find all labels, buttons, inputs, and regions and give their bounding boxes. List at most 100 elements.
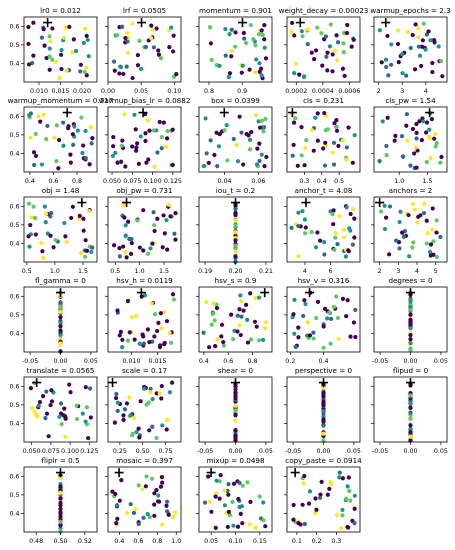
data-point bbox=[39, 240, 44, 246]
data-point bbox=[156, 48, 161, 53]
data-point bbox=[83, 26, 88, 31]
data-point bbox=[346, 125, 351, 130]
data-point bbox=[26, 234, 31, 239]
data-point bbox=[322, 306, 328, 311]
data-point bbox=[134, 148, 139, 153]
x-tick-label: 0.125 bbox=[80, 448, 98, 455]
data-point bbox=[48, 233, 53, 238]
data-point bbox=[138, 134, 143, 139]
subplot-title: lr0 = 0.012 bbox=[40, 6, 81, 15]
subplot-title: cls = 0.231 bbox=[303, 96, 344, 105]
data-point bbox=[427, 249, 433, 255]
data-point bbox=[249, 130, 254, 135]
data-point bbox=[233, 412, 238, 417]
data-point bbox=[257, 494, 262, 499]
data-point bbox=[131, 510, 137, 516]
data-point bbox=[155, 499, 161, 504]
data-point bbox=[334, 128, 340, 133]
data-point bbox=[231, 523, 236, 528]
data-point bbox=[252, 70, 258, 75]
data-point bbox=[413, 22, 418, 27]
data-point bbox=[121, 413, 126, 418]
data-point bbox=[162, 340, 167, 346]
data-point bbox=[408, 333, 413, 338]
data-point bbox=[333, 235, 338, 240]
data-point bbox=[322, 110, 327, 116]
data-point bbox=[239, 504, 245, 509]
data-point bbox=[173, 211, 178, 216]
data-point bbox=[248, 499, 253, 504]
data-point bbox=[223, 27, 228, 32]
x-tick-label: -0.05 bbox=[22, 358, 38, 365]
data-point bbox=[408, 163, 413, 168]
data-point bbox=[78, 62, 83, 67]
y-tick-label: 0.4 bbox=[9, 331, 19, 338]
data-point bbox=[398, 209, 403, 214]
data-point bbox=[115, 33, 120, 38]
data-point bbox=[292, 70, 297, 76]
data-point bbox=[115, 160, 120, 165]
data-point bbox=[71, 37, 76, 42]
data-point bbox=[119, 143, 125, 148]
x-tick-label: 1.0 bbox=[50, 268, 60, 275]
data-point bbox=[132, 337, 137, 342]
data-point bbox=[84, 33, 89, 38]
data-point bbox=[151, 210, 156, 215]
x-tick-label: 5 bbox=[434, 268, 438, 275]
data-point bbox=[299, 29, 304, 34]
data-point bbox=[296, 254, 301, 259]
data-point bbox=[89, 141, 94, 146]
x-tick-label: 0.8 bbox=[72, 178, 82, 185]
data-point bbox=[222, 488, 227, 493]
x-tick-label: 1.0 bbox=[171, 538, 181, 545]
data-point bbox=[335, 512, 340, 518]
data-point bbox=[240, 63, 245, 68]
data-point bbox=[48, 214, 53, 219]
data-point bbox=[67, 382, 72, 387]
data-point bbox=[144, 474, 149, 479]
data-point bbox=[408, 416, 413, 422]
data-point bbox=[331, 162, 337, 167]
data-point bbox=[423, 130, 429, 135]
x-tick-label: 0.4 bbox=[25, 178, 35, 185]
data-point bbox=[343, 254, 348, 259]
data-point bbox=[257, 69, 262, 74]
data-point bbox=[152, 164, 157, 169]
data-point bbox=[129, 240, 134, 246]
data-point bbox=[72, 124, 77, 129]
data-point bbox=[401, 154, 406, 159]
data-point bbox=[238, 511, 243, 516]
data-point bbox=[438, 160, 443, 165]
data-point bbox=[56, 166, 61, 171]
data-point bbox=[124, 401, 130, 406]
data-point bbox=[84, 248, 90, 253]
data-point bbox=[128, 502, 133, 507]
data-point bbox=[235, 329, 240, 334]
x-tick-label: -0.05 bbox=[285, 448, 301, 455]
data-point bbox=[27, 244, 32, 249]
data-point bbox=[80, 150, 85, 156]
subplot-title: perspective = 0 bbox=[295, 366, 353, 375]
data-point bbox=[208, 41, 213, 46]
data-point bbox=[117, 71, 122, 76]
data-point bbox=[59, 66, 64, 72]
data-point bbox=[262, 164, 267, 169]
data-point bbox=[241, 308, 246, 313]
data-point bbox=[221, 343, 226, 348]
axes-frame bbox=[286, 16, 361, 83]
data-point bbox=[148, 246, 153, 251]
data-point bbox=[36, 403, 41, 408]
data-point bbox=[26, 24, 31, 30]
data-point bbox=[171, 297, 177, 302]
data-point bbox=[122, 215, 127, 220]
data-point bbox=[296, 325, 301, 330]
data-point bbox=[123, 164, 128, 169]
x-tick-label: 0.20 bbox=[228, 268, 242, 275]
data-point bbox=[256, 295, 262, 300]
data-point bbox=[125, 338, 131, 343]
data-point bbox=[111, 134, 116, 140]
data-point bbox=[337, 214, 342, 219]
data-point bbox=[332, 48, 338, 53]
data-point bbox=[327, 310, 332, 315]
data-point bbox=[51, 245, 56, 250]
